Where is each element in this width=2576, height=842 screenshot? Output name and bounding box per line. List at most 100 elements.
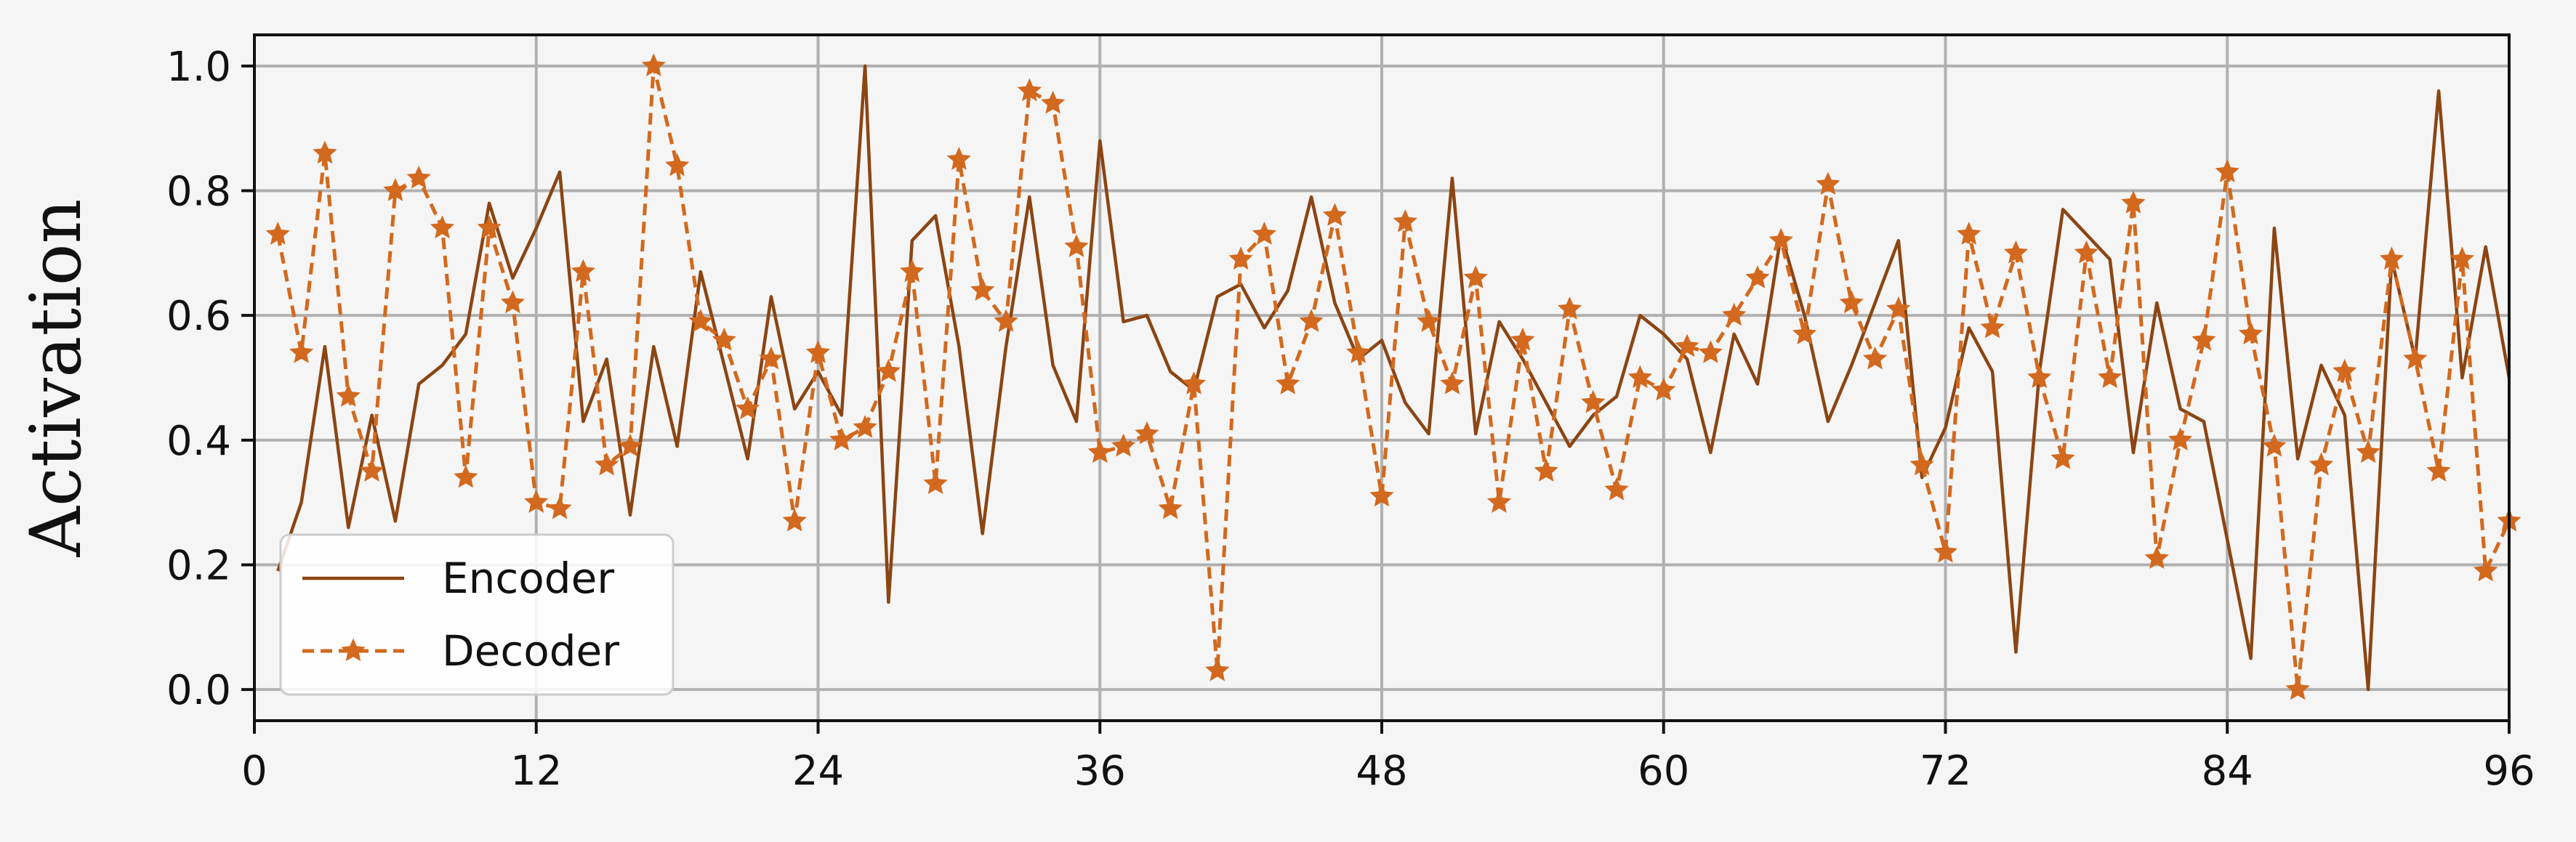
decoder-point <box>1722 302 1747 326</box>
decoder-point <box>289 340 314 363</box>
x-tick-label: 36 <box>1074 748 1126 795</box>
y-axis-label: Activation <box>15 199 97 558</box>
decoder-point <box>2309 452 2334 476</box>
decoder-point <box>1322 203 1347 227</box>
decoder-point <box>2191 328 2216 351</box>
decoder-point <box>2027 365 2052 389</box>
decoder-point <box>923 471 948 495</box>
decoder-point <box>2403 346 2428 370</box>
decoder-point <box>1581 389 1606 413</box>
decoder-point <box>688 309 713 332</box>
decoder-point <box>1463 265 1488 288</box>
decoder-point <box>1228 246 1253 270</box>
decoder-point <box>1181 371 1207 394</box>
decoder-point <box>1557 296 1582 320</box>
decoder-point <box>641 53 666 77</box>
x-axis: 0 12 24 36 48 60 72 84 96 <box>241 721 2535 795</box>
decoder-point <box>595 452 619 476</box>
decoder-point <box>313 140 337 164</box>
x-tick-label: 84 <box>2202 748 2253 795</box>
decoder-point <box>1417 309 1441 332</box>
y-tick-label: 0.8 <box>166 169 231 216</box>
x-tick-label: 72 <box>1920 748 1971 795</box>
x-tick-label: 96 <box>2483 748 2535 795</box>
decoder-point <box>1158 495 1183 519</box>
decoder-point <box>2050 446 2075 469</box>
decoder-point <box>946 147 971 170</box>
decoder-point <box>2356 440 2380 463</box>
decoder-point <box>571 259 595 283</box>
decoder-point <box>2121 190 2146 214</box>
decoder-point <box>1909 452 1934 476</box>
decoder-point <box>1135 421 1159 445</box>
y-tick-label: 0.6 <box>166 293 231 340</box>
series-layer <box>265 53 2521 700</box>
decoder-point <box>876 358 901 382</box>
decoder-point <box>1041 90 1066 114</box>
x-tick-label: 12 <box>510 748 562 795</box>
decoder-point <box>1486 490 1512 513</box>
legend-encoder-label: Encoder <box>442 554 614 603</box>
decoder-point <box>1627 365 1653 389</box>
decoder-point <box>2098 365 2122 389</box>
decoder-point <box>994 309 1018 332</box>
decoder-point <box>430 215 455 239</box>
decoder-point <box>1651 377 1676 401</box>
decoder-point <box>805 340 831 363</box>
decoder-point <box>406 165 431 189</box>
decoder-point <box>853 415 877 438</box>
encoder-line <box>276 64 2511 692</box>
decoder-point <box>1816 171 1840 195</box>
decoder-point <box>1510 328 1535 351</box>
decoder-point <box>1534 458 1558 482</box>
decoder-point <box>383 177 408 201</box>
decoder-point <box>1792 321 1817 345</box>
decoder-point <box>477 215 502 239</box>
y-tick-label: 0.4 <box>166 418 231 465</box>
decoder-point <box>2074 240 2098 264</box>
decoder-point <box>1604 477 1629 501</box>
decoder-point <box>2450 246 2474 270</box>
decoder-point <box>265 222 290 245</box>
series-decoder <box>265 53 2521 700</box>
decoder-point <box>782 508 807 532</box>
decoder-point <box>1768 227 1793 251</box>
decoder-point <box>547 495 572 519</box>
legend-box <box>279 533 675 696</box>
decoder-point <box>500 290 526 314</box>
decoder-point <box>1064 234 1089 257</box>
decoder-point <box>2144 546 2169 570</box>
decoder-point <box>1675 333 1699 357</box>
decoder-point <box>1933 539 1958 563</box>
series-encoder <box>276 64 2511 692</box>
decoder-point <box>1745 265 1770 288</box>
decoder-point <box>2285 676 2310 700</box>
y-tick-label: 1.0 <box>166 44 231 91</box>
decoder-point <box>735 396 760 420</box>
decoder-point <box>1017 78 1042 102</box>
y-tick-label: 0.2 <box>166 542 231 589</box>
decoder-point <box>1205 657 1230 681</box>
decoder-point <box>2003 240 2029 264</box>
legend-decoder-label: Decoder <box>442 626 619 676</box>
decoder-point <box>524 490 549 513</box>
decoder-point <box>1369 483 1394 507</box>
decoder-point <box>759 346 784 370</box>
decoder-point <box>1839 290 1864 314</box>
decoder-point <box>1346 340 1371 363</box>
legend-star-marker <box>341 638 366 662</box>
decoder-point <box>712 328 736 351</box>
decoder-point <box>2474 558 2498 582</box>
x-tick-label: 48 <box>1356 748 1407 795</box>
decoder-point <box>2168 427 2193 451</box>
decoder-point <box>1957 222 1981 245</box>
decoder-point <box>900 259 925 283</box>
decoder-point <box>2333 358 2357 382</box>
decoder-point <box>2238 321 2263 345</box>
decoder-point <box>1980 315 2005 339</box>
decoder-point <box>1393 209 1417 232</box>
decoder-point <box>1299 309 1324 332</box>
decoder-point <box>1087 440 1112 463</box>
decoder-point <box>2379 246 2404 270</box>
x-tick-label: 24 <box>792 748 844 795</box>
